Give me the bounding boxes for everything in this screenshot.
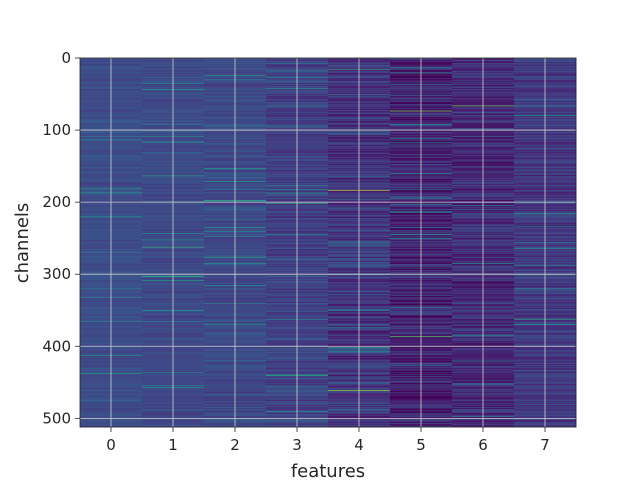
y-tick-label: 500: [42, 409, 71, 427]
x-tick-label: 3: [292, 436, 302, 454]
x-axis-ticks: 0 1 2 3 4 5 6 7: [106, 427, 550, 454]
plot-frame: [79, 57, 577, 428]
y-tick-label: 400: [42, 337, 71, 355]
x-axis-label: features: [291, 461, 365, 480]
x-tick-label: 6: [478, 436, 488, 454]
grid-lines: [80, 57, 576, 427]
y-axis-ticks: 0 100 200 300 400 500: [42, 49, 80, 427]
x-tick-label: 7: [540, 436, 550, 454]
heatmap-cells: [80, 58, 577, 428]
x-tick-label: 0: [106, 436, 116, 454]
y-tick-label: 300: [42, 265, 71, 283]
x-tick-label: 2: [230, 436, 240, 454]
x-tick-label: 1: [168, 436, 178, 454]
x-tick-label: 5: [416, 436, 426, 454]
y-axis-label: channels: [12, 203, 33, 284]
y-tick-label: 200: [42, 193, 71, 211]
x-tick-label: 4: [354, 436, 364, 454]
y-tick-label: 100: [42, 121, 71, 139]
y-tick-label: 0: [61, 49, 71, 67]
